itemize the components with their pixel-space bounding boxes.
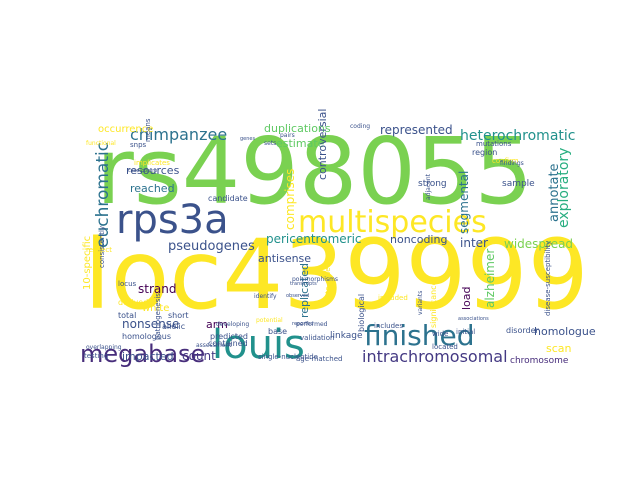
cloud-word: disease-susceptibility — [544, 241, 552, 316]
cloud-word: validation — [300, 334, 334, 342]
cloud-word: mutations — [476, 140, 512, 148]
cloud-word: implicates — [134, 159, 170, 167]
cloud-word: testing — [84, 352, 108, 360]
cloud-word: pairs — [280, 132, 295, 139]
cloud-word: controversial — [316, 109, 329, 180]
cloud-word: contained — [208, 339, 248, 348]
cloud-word: snps — [130, 141, 147, 149]
cloud-word: annotate — [547, 163, 562, 222]
cloud-word: inter — [460, 236, 488, 250]
cloud-word: assessment — [196, 342, 232, 349]
cloud-word: wide — [432, 330, 448, 338]
cloud-word: estimate — [276, 137, 325, 150]
cloud-word: base — [268, 327, 287, 336]
cloud-word: associations — [458, 316, 489, 322]
cloud-word: developing — [216, 321, 249, 328]
cloud-word: case-control — [128, 168, 159, 174]
cloud-word: polymorphisms — [292, 276, 338, 283]
cloud-word: performed — [296, 321, 328, 328]
cloud-word: region — [472, 148, 497, 157]
cloud-word: findings — [500, 160, 524, 167]
cloud-word: arm — [206, 318, 228, 331]
cloud-word: identify — [254, 293, 277, 300]
cloud-word: strong — [418, 179, 447, 189]
cloud-word: intrachromosomal — [362, 347, 508, 366]
cloud-word: derived — [118, 298, 148, 307]
cloud-word: pericentromeric — [266, 232, 362, 246]
cloud-word: heterochromatic — [460, 128, 575, 144]
cloud-word: duplications — [264, 122, 331, 135]
cloud-word: rs498055 — [96, 118, 533, 225]
cloud-word: predicted — [210, 332, 248, 341]
cloud-word: louis — [212, 322, 305, 368]
cloud-word: exploratory — [556, 148, 572, 228]
cloud-word: short — [168, 311, 189, 320]
cloud-word: scan — [546, 342, 572, 355]
cloud-word: reported — [292, 321, 314, 327]
cloud-word: genes — [240, 136, 255, 142]
cloud-word: multispecies — [298, 205, 487, 240]
cloud-word: strand — [138, 282, 176, 296]
cloud-word: represented — [380, 123, 453, 137]
cloud-word: coding — [350, 123, 370, 130]
cloud-word: age-matched — [296, 355, 342, 363]
cloud-word: pathogenesis — [154, 293, 162, 340]
cloud-word: observed — [286, 293, 309, 299]
cloud-word: homologue — [534, 325, 596, 338]
cloud-word: biological — [357, 294, 366, 332]
cloud-word: finished — [364, 319, 475, 352]
cloud-word: consistently — [98, 226, 106, 268]
cloud-word: included — [378, 294, 408, 302]
cloud-word: chimpanzee — [130, 125, 227, 144]
cloud-word: segmental — [457, 171, 471, 234]
cloud-word: occurrence — [98, 124, 153, 135]
cloud-word: transcripts — [290, 281, 317, 287]
cloud-word: homologous — [122, 332, 171, 341]
cloud-word: impacted — [122, 350, 174, 363]
cloud-word: replicated — [298, 263, 311, 318]
cloud-word: initial — [456, 328, 475, 336]
cloud-word: sets — [264, 140, 276, 147]
cloud-word: candidate — [208, 194, 248, 203]
cloud-word: located — [432, 343, 458, 351]
cloud-word: total — [118, 311, 136, 320]
cloud-word: pseudogenes — [168, 239, 255, 254]
cloud-word: single-nucleotide — [258, 353, 318, 361]
cloud-word: variants — [417, 291, 424, 315]
cloud-word: euchromatic — [93, 142, 113, 248]
cloud-word: significance — [429, 280, 438, 328]
cloud-word: reached — [130, 182, 175, 195]
cloud-word: megabase — [80, 340, 205, 368]
cloud-word: rps3a — [116, 197, 229, 243]
cloud-word: count — [182, 349, 216, 363]
cloud-word: 10-specific — [82, 236, 93, 290]
cloud-word: widespread — [504, 237, 573, 251]
cloud-word: disorder — [506, 326, 540, 335]
cloud-word: locus — [118, 280, 137, 288]
cloud-word: load — [460, 286, 473, 310]
cloud-word: resources — [126, 164, 180, 177]
cloud-word: includes — [374, 322, 403, 330]
cloud-word: functional — [86, 140, 116, 147]
cloud-word: loc439999 — [84, 219, 589, 331]
cloud-word: means — [144, 118, 152, 142]
cloud-word: chromosome — [510, 356, 569, 366]
cloud-word: noncoding — [390, 233, 447, 246]
cloud-word: white — [142, 303, 169, 314]
cloud-word: confirm — [492, 157, 519, 165]
cloud-word: antisense — [258, 252, 311, 265]
cloud-word: alzheimer — [483, 249, 497, 308]
cloud-word: overlapping — [86, 344, 122, 351]
cloud-word: comprises — [283, 169, 297, 230]
cloud-word: adjacent — [425, 173, 432, 200]
cloud-word: late-onset — [324, 264, 332, 300]
cloud-word: linkage — [330, 331, 363, 341]
cloud-word: potential — [256, 317, 283, 324]
cloud-word: respect — [86, 246, 112, 254]
cloud-word: nonsense — [122, 317, 179, 331]
cloud-word: allelic — [162, 322, 185, 331]
cloud-word: sample — [502, 179, 535, 189]
